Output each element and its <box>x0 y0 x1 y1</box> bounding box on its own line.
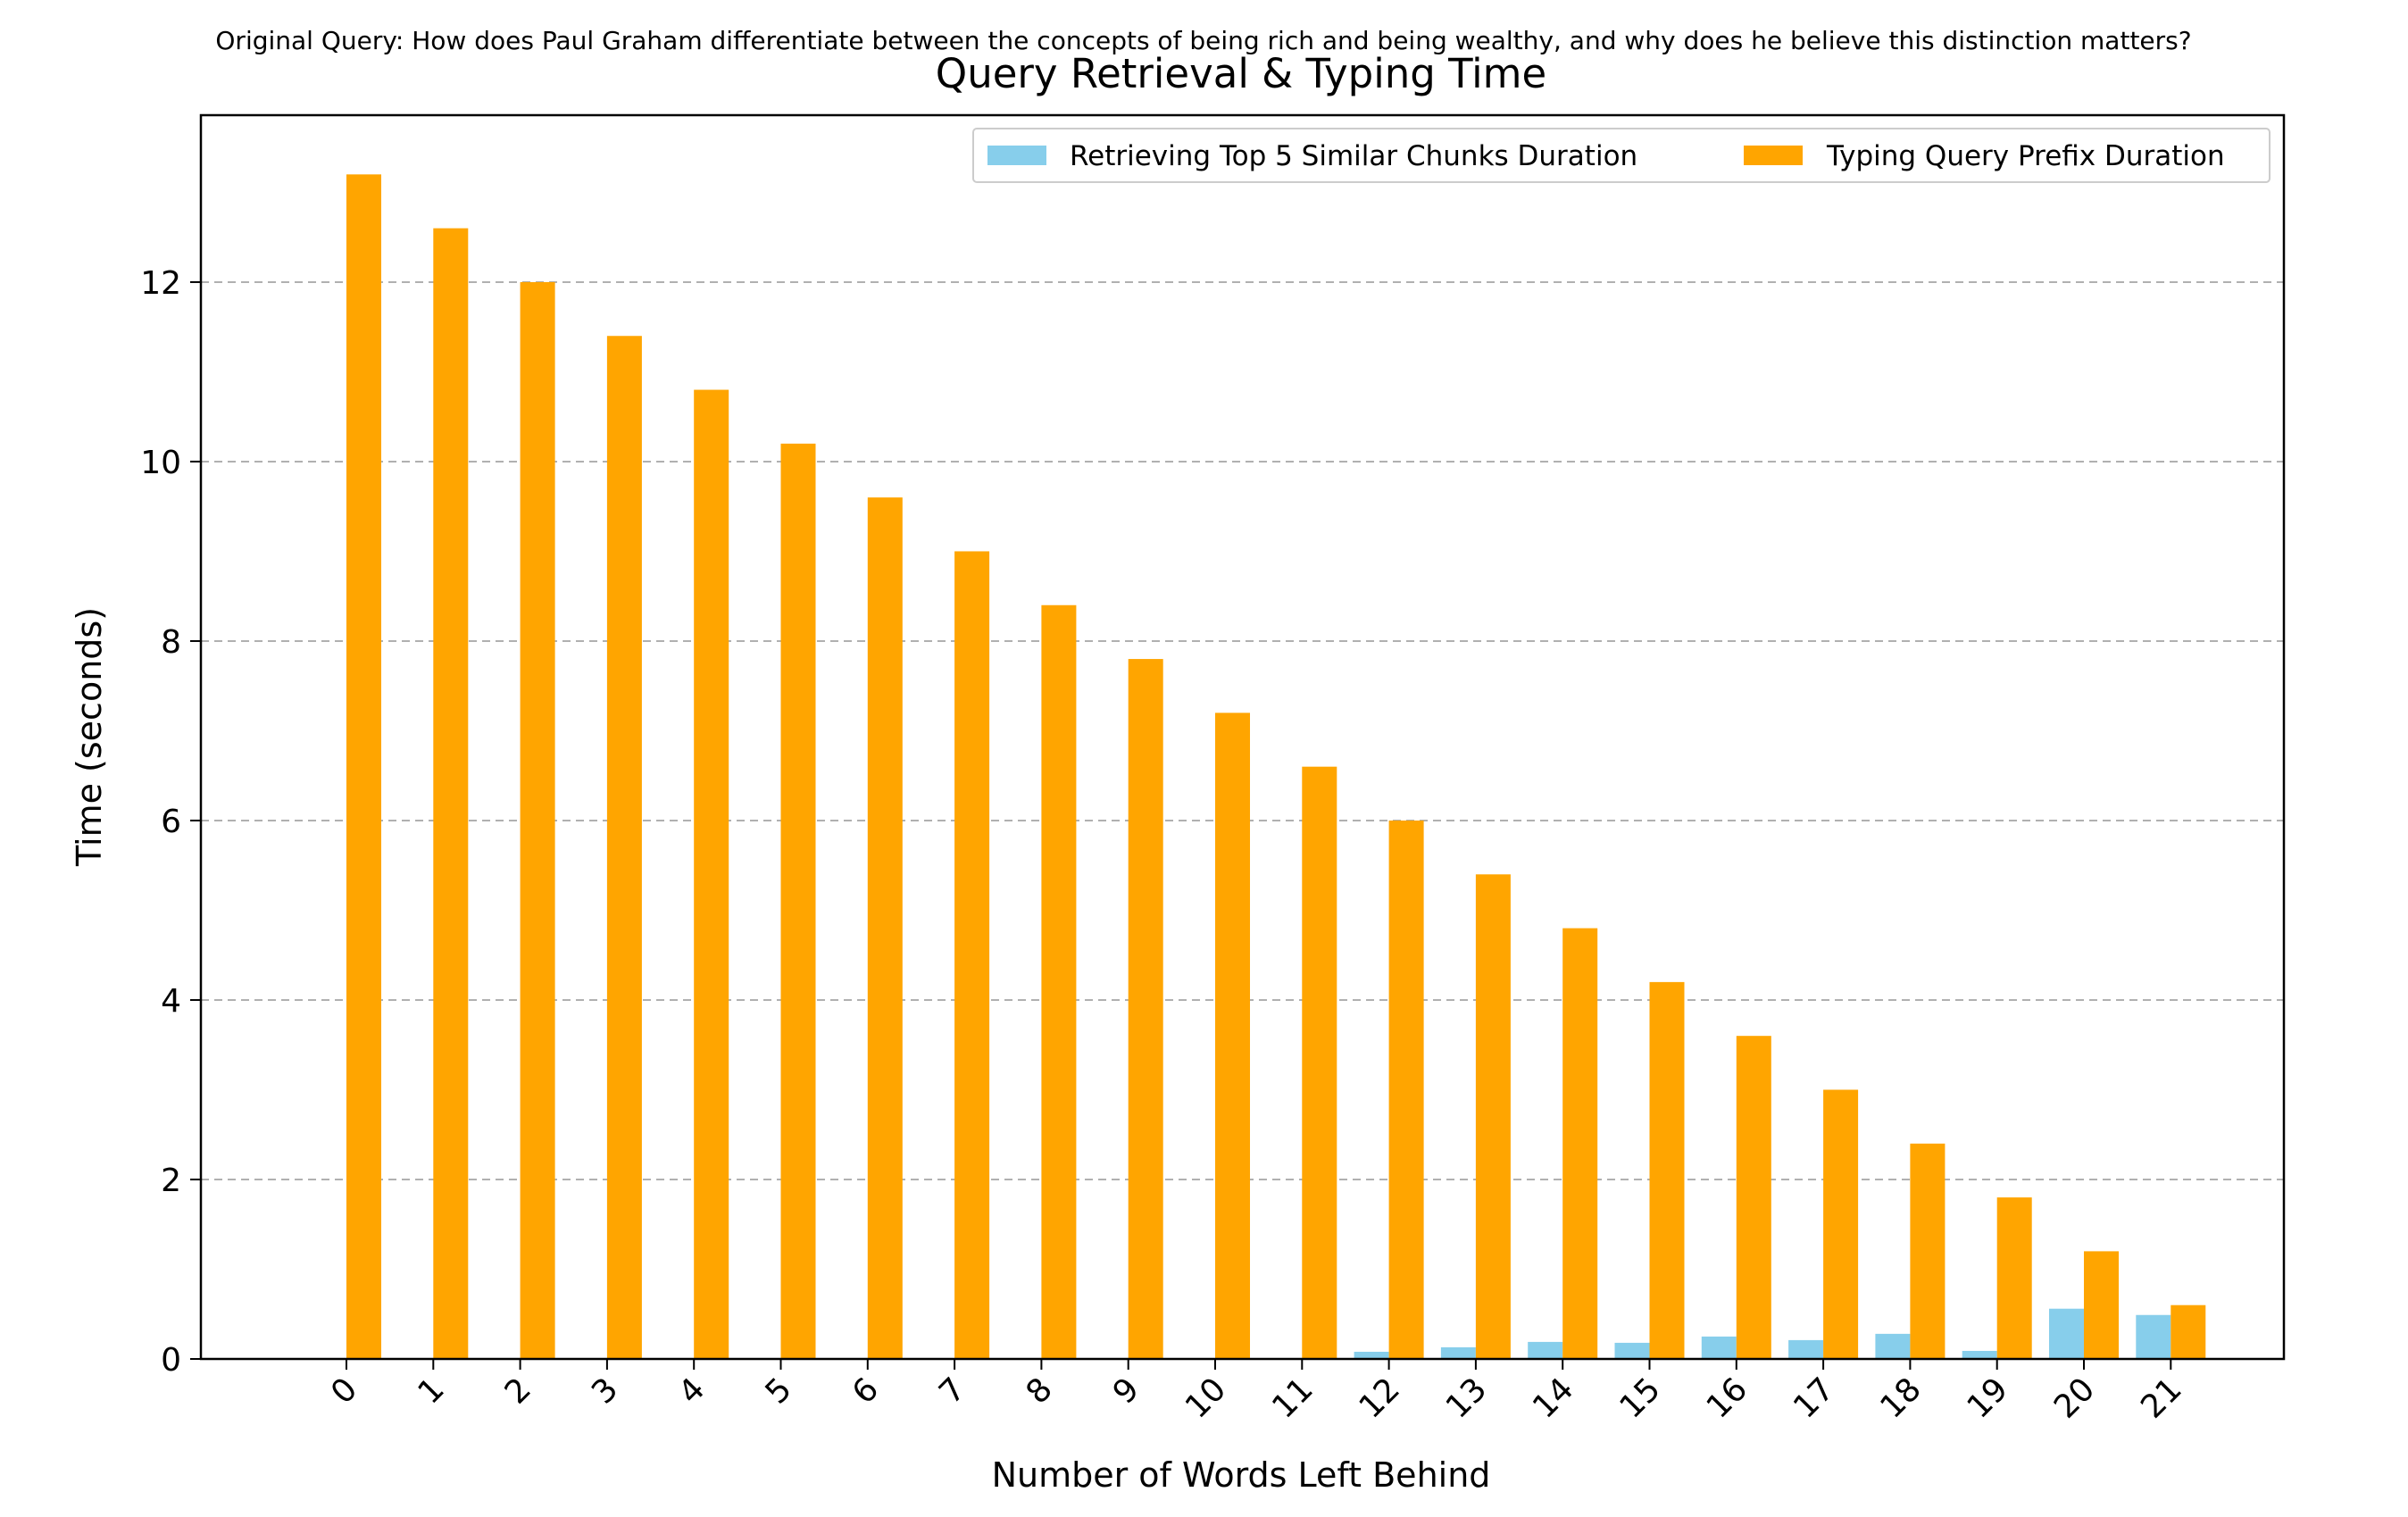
x-tick-label: 16 <box>1700 1371 1754 1425</box>
x-tick-label: 1 <box>411 1371 451 1411</box>
x-axis-label: Number of Words Left Behind <box>992 1455 1491 1495</box>
bar-typing <box>1302 766 1337 1359</box>
figure-suptitle: Original Query: How does Paul Graham dif… <box>215 26 2191 55</box>
bar-retrieval <box>2049 1308 2084 1359</box>
bar-typing <box>1996 1197 2032 1359</box>
bar-retrieval <box>2136 1314 2171 1359</box>
bar-typing <box>1910 1143 1946 1359</box>
bar-typing <box>1388 820 1424 1359</box>
x-tick-label: 8 <box>1020 1371 1060 1411</box>
x-tick-label: 15 <box>1612 1371 1667 1425</box>
x-tick-label: 21 <box>2134 1371 2188 1425</box>
x-tick-label: 9 <box>1106 1371 1146 1411</box>
bar-typing <box>346 174 381 1359</box>
x-tick-label: 0 <box>324 1371 364 1411</box>
x-tick-label: 2 <box>498 1371 538 1411</box>
y-tick-label: 2 <box>161 1163 181 1199</box>
bar-typing <box>520 281 555 1359</box>
bar-typing <box>1823 1089 1859 1359</box>
bar-retrieval <box>1440 1346 1476 1359</box>
x-tick-label: 20 <box>2047 1371 2102 1425</box>
bar-typing <box>1215 713 1250 1359</box>
bar-typing <box>2084 1251 2119 1359</box>
bar-typing <box>2171 1304 2206 1359</box>
x-tick-label: 6 <box>846 1371 886 1411</box>
bar-typing <box>694 389 729 1360</box>
x-tick-label: 11 <box>1265 1371 1320 1425</box>
bar-retrieval <box>1962 1350 1997 1359</box>
x-tick-label: 19 <box>1961 1371 2015 1425</box>
bar-retrieval <box>1528 1341 1563 1359</box>
x-tick-label: 7 <box>932 1371 972 1411</box>
bar-typing <box>1736 1036 1771 1359</box>
y-axis-label: Time (seconds) <box>70 607 109 867</box>
x-axis: 0 1 2 3 4 5 6 7 8 9 10 11 12 13 14 15 16 17 18 19 20 21 <box>324 1359 2189 1426</box>
bar-typing <box>780 443 816 1359</box>
legend-box <box>972 128 2271 183</box>
x-tick-label: 17 <box>1787 1371 1841 1425</box>
plot-frame <box>199 113 2286 1361</box>
bar-retrieval <box>1354 1351 1389 1359</box>
legend-swatch-typing <box>1744 146 1803 165</box>
legend-label-retrieval: Retrieving Top 5 Similar Chunks Duration <box>1070 140 1637 172</box>
x-tick-label: 5 <box>759 1371 799 1411</box>
bar-typing <box>433 228 469 1360</box>
x-tick-label: 4 <box>671 1371 712 1411</box>
bar-retrieval <box>1788 1339 1824 1359</box>
legend-swatch-retrieval <box>987 146 1046 165</box>
bar-typing <box>1475 874 1511 1359</box>
bar-retrieval <box>1875 1333 1911 1359</box>
y-tick-label: 6 <box>161 804 181 840</box>
chart-title: Query Retrieval & Typing Time <box>936 50 1546 97</box>
legend-label-typing: Typing Query Prefix Duration <box>1826 140 2225 172</box>
x-tick-label: 3 <box>585 1371 625 1411</box>
y-axis: 0 2 4 6 8 10 12 <box>140 265 201 1379</box>
bar-typing <box>1562 928 1598 1359</box>
bar-retrieval <box>1701 1336 1737 1359</box>
y-tick-label: 10 <box>140 445 181 481</box>
bar-typing <box>1649 981 1685 1359</box>
bar-typing <box>606 336 642 1359</box>
bar-typing <box>954 551 990 1359</box>
y-tick-label: 4 <box>161 983 181 1020</box>
bar-typing <box>867 497 903 1359</box>
y-tick-label: 8 <box>161 624 181 661</box>
bar-typing <box>1128 659 1163 1359</box>
x-tick-label: 18 <box>1873 1371 1928 1425</box>
bar-typing <box>1041 604 1077 1359</box>
x-tick-label: 10 <box>1179 1371 1233 1425</box>
bar-retrieval <box>1614 1342 1650 1359</box>
x-tick-label: 13 <box>1439 1371 1494 1425</box>
x-tick-label: 14 <box>1526 1371 1580 1425</box>
bars <box>346 174 2206 1360</box>
x-tick-label: 12 <box>1353 1371 1407 1425</box>
y-tick-label: 12 <box>140 265 181 302</box>
legend: Retrieving Top 5 Similar Chunks Duration… <box>972 128 2271 183</box>
y-tick-label: 0 <box>161 1342 181 1379</box>
